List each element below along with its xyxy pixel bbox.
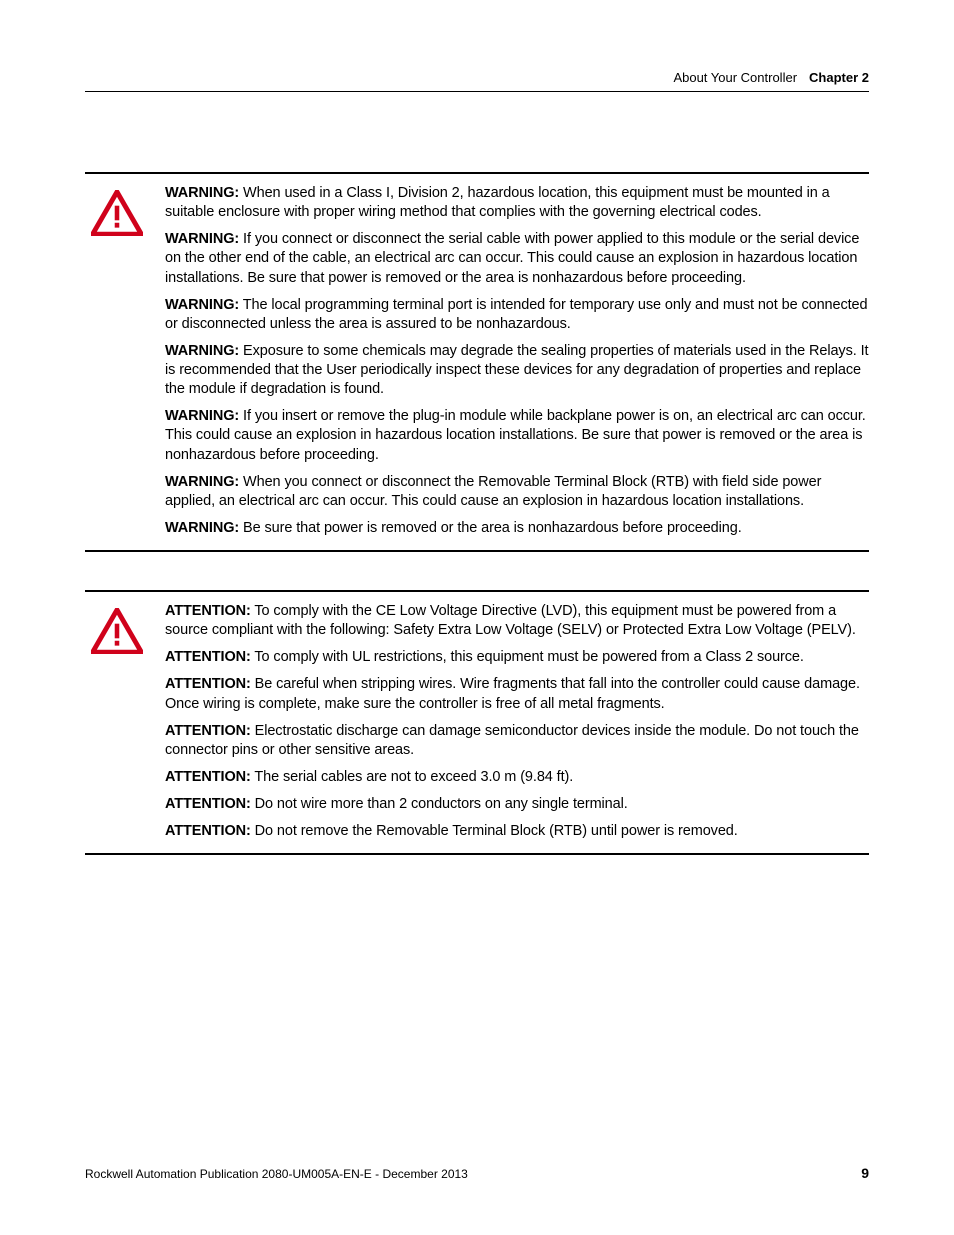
notice-paragraph: ATTENTION: Do not wire more than 2 condu… (165, 795, 869, 814)
notice-label: WARNING: (165, 297, 239, 313)
icon-column (85, 184, 165, 540)
icon-column (85, 602, 165, 843)
notice-text: If you connect or disconnect the serial … (165, 231, 859, 285)
attention-block: ATTENTION: To comply with the CE Low Vol… (85, 590, 869, 855)
header-section-title: About Your Controller (673, 70, 797, 85)
notice-label: ATTENTION: (165, 649, 251, 665)
notice-paragraph: ATTENTION: Do not remove the Removable T… (165, 822, 869, 841)
notice-paragraph: WARNING: Exposure to some chemicals may … (165, 342, 869, 399)
notice-label: ATTENTION: (165, 769, 251, 785)
document-page: About Your Controller Chapter 2 WARNING:… (0, 0, 954, 1235)
notice-text: The local programming terminal port is i… (165, 297, 867, 332)
content-body: WARNING: When used in a Class I, Divisio… (85, 172, 869, 855)
notice-label: ATTENTION: (165, 676, 251, 692)
notice-paragraph: ATTENTION: Be careful when stripping wir… (165, 675, 869, 713)
notice-text: To comply with the CE Low Voltage Direct… (165, 603, 856, 638)
notice-label: ATTENTION: (165, 796, 251, 812)
notice-text: When used in a Class I, Division 2, haza… (165, 185, 830, 220)
warning-block: WARNING: When used in a Class I, Divisio… (85, 172, 869, 552)
notice-text: When you connect or disconnect the Remov… (165, 474, 821, 509)
page-footer: Rockwell Automation Publication 2080-UM0… (85, 1165, 869, 1181)
notice-paragraph: WARNING: If you insert or remove the plu… (165, 407, 869, 464)
footer-publication: Rockwell Automation Publication 2080-UM0… (85, 1167, 468, 1181)
notice-text: Electrostatic discharge can damage semic… (165, 723, 859, 758)
notice-label: WARNING: (165, 343, 239, 359)
notice-paragraph: ATTENTION: To comply with UL restriction… (165, 648, 869, 667)
notice-paragraph: WARNING: Be sure that power is removed o… (165, 519, 869, 538)
notice-text: Do not remove the Removable Terminal Blo… (251, 823, 738, 839)
notice-paragraph: ATTENTION: To comply with the CE Low Vol… (165, 602, 869, 640)
notice-paragraph: ATTENTION: Electrostatic discharge can d… (165, 722, 869, 760)
page-header: About Your Controller Chapter 2 (85, 70, 869, 92)
notice-label: WARNING: (165, 231, 239, 247)
notice-label: ATTENTION: (165, 723, 251, 739)
warning-triangle-icon (91, 608, 143, 654)
notice-paragraph: ATTENTION: The serial cables are not to … (165, 768, 869, 787)
notice-text: To comply with UL restrictions, this equ… (251, 649, 804, 665)
notice-text: Be careful when stripping wires. Wire fr… (165, 676, 860, 711)
notice-text: Be sure that power is removed or the are… (239, 520, 742, 536)
notice-label: WARNING: (165, 408, 239, 424)
notice-paragraph: WARNING: When you connect or disconnect … (165, 473, 869, 511)
footer-page-number: 9 (861, 1165, 869, 1181)
text-column: ATTENTION: To comply with the CE Low Vol… (165, 602, 869, 843)
notice-label: WARNING: (165, 474, 239, 490)
header-chapter-label: Chapter 2 (809, 70, 869, 85)
notice-text: The serial cables are not to exceed 3.0 … (251, 769, 573, 785)
notice-text: If you insert or remove the plug-in modu… (165, 408, 866, 462)
notice-paragraph: WARNING: When used in a Class I, Divisio… (165, 184, 869, 222)
notice-label: ATTENTION: (165, 823, 251, 839)
notice-paragraph: WARNING: If you connect or disconnect th… (165, 230, 869, 287)
notice-text: Exposure to some chemicals may degrade t… (165, 343, 868, 397)
notice-label: WARNING: (165, 185, 239, 201)
notice-paragraph: WARNING: The local programming terminal … (165, 296, 869, 334)
warning-triangle-icon (91, 190, 143, 236)
notice-text: Do not wire more than 2 conductors on an… (251, 796, 628, 812)
notice-label: ATTENTION: (165, 603, 251, 619)
text-column: WARNING: When used in a Class I, Divisio… (165, 184, 869, 540)
notice-label: WARNING: (165, 520, 239, 536)
